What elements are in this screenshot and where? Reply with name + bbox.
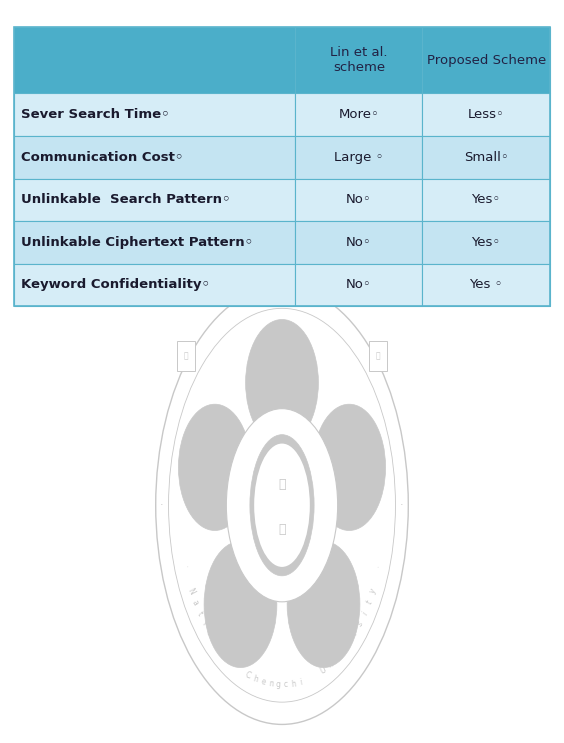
Ellipse shape xyxy=(226,409,338,602)
Text: More◦: More◦ xyxy=(338,108,380,121)
Ellipse shape xyxy=(250,435,314,576)
Ellipse shape xyxy=(156,286,408,724)
Text: Yes◦: Yes◦ xyxy=(472,193,501,207)
Text: 治: 治 xyxy=(278,522,286,536)
FancyBboxPatch shape xyxy=(422,264,550,306)
FancyBboxPatch shape xyxy=(14,136,296,178)
Text: n: n xyxy=(267,679,274,689)
Text: ·: · xyxy=(400,500,404,510)
Text: N: N xyxy=(186,586,196,596)
Text: h: h xyxy=(252,674,259,684)
FancyBboxPatch shape xyxy=(296,221,422,264)
Text: Sever Search Time◦: Sever Search Time◦ xyxy=(21,108,170,121)
Text: Yes ◦: Yes ◦ xyxy=(469,279,503,291)
Text: r: r xyxy=(350,629,359,637)
FancyBboxPatch shape xyxy=(369,341,386,371)
Ellipse shape xyxy=(245,319,319,446)
FancyBboxPatch shape xyxy=(178,341,195,371)
FancyBboxPatch shape xyxy=(296,178,422,221)
Text: t: t xyxy=(364,599,374,606)
FancyBboxPatch shape xyxy=(14,264,296,306)
Text: Less◦: Less◦ xyxy=(468,108,505,121)
Text: i: i xyxy=(333,654,340,662)
Text: ·: · xyxy=(180,564,190,569)
Text: a: a xyxy=(217,646,226,655)
Text: t: t xyxy=(195,609,204,617)
Text: Keyword Confidentiality◦: Keyword Confidentiality◦ xyxy=(21,279,210,291)
FancyBboxPatch shape xyxy=(14,27,296,94)
Text: Unlinkable  Search Pattern◦: Unlinkable Search Pattern◦ xyxy=(21,193,230,207)
FancyBboxPatch shape xyxy=(422,94,550,136)
FancyBboxPatch shape xyxy=(422,178,550,221)
Text: s: s xyxy=(355,619,364,628)
Text: h: h xyxy=(290,679,297,689)
Text: ·: · xyxy=(374,564,384,569)
Ellipse shape xyxy=(254,444,310,567)
FancyBboxPatch shape xyxy=(422,221,550,264)
Text: n: n xyxy=(210,637,220,647)
Text: ·: · xyxy=(160,500,164,510)
Text: Unlinkable Ciphertext Pattern◦: Unlinkable Ciphertext Pattern◦ xyxy=(21,236,253,249)
Text: l: l xyxy=(224,654,231,662)
Text: 正: 正 xyxy=(278,478,286,491)
Text: 囸: 囸 xyxy=(376,351,380,360)
Text: i: i xyxy=(360,610,369,617)
Text: Communication Cost◦: Communication Cost◦ xyxy=(21,151,183,163)
FancyBboxPatch shape xyxy=(296,94,422,136)
Text: U: U xyxy=(319,665,327,675)
Text: No◦: No◦ xyxy=(346,236,372,249)
Text: c: c xyxy=(284,681,288,690)
FancyBboxPatch shape xyxy=(14,178,296,221)
Ellipse shape xyxy=(204,541,277,667)
Ellipse shape xyxy=(313,404,386,531)
Text: g: g xyxy=(276,681,281,690)
Text: n: n xyxy=(325,660,334,669)
Ellipse shape xyxy=(287,541,360,667)
Ellipse shape xyxy=(178,404,251,531)
Text: v: v xyxy=(338,646,347,655)
Text: i: i xyxy=(299,678,303,687)
Text: No◦: No◦ xyxy=(346,279,372,291)
Text: Small◦: Small◦ xyxy=(464,151,509,163)
FancyBboxPatch shape xyxy=(296,136,422,178)
FancyBboxPatch shape xyxy=(14,94,296,136)
Text: o: o xyxy=(205,629,214,638)
FancyBboxPatch shape xyxy=(14,221,296,264)
FancyBboxPatch shape xyxy=(296,264,422,306)
Text: C: C xyxy=(244,670,252,680)
Text: Yes◦: Yes◦ xyxy=(472,236,501,249)
Text: Proposed Scheme: Proposed Scheme xyxy=(426,54,546,67)
FancyBboxPatch shape xyxy=(422,136,550,178)
Text: No◦: No◦ xyxy=(346,193,372,207)
FancyBboxPatch shape xyxy=(422,27,550,94)
Text: e: e xyxy=(344,637,354,647)
Text: Large ◦: Large ◦ xyxy=(334,151,384,163)
Text: Lin et al.
scheme: Lin et al. scheme xyxy=(330,47,387,74)
Text: y: y xyxy=(368,587,378,595)
Text: e: e xyxy=(260,677,266,687)
Text: i: i xyxy=(200,620,208,628)
Text: 囸: 囸 xyxy=(184,351,188,360)
Text: a: a xyxy=(190,598,200,607)
FancyBboxPatch shape xyxy=(296,27,422,94)
